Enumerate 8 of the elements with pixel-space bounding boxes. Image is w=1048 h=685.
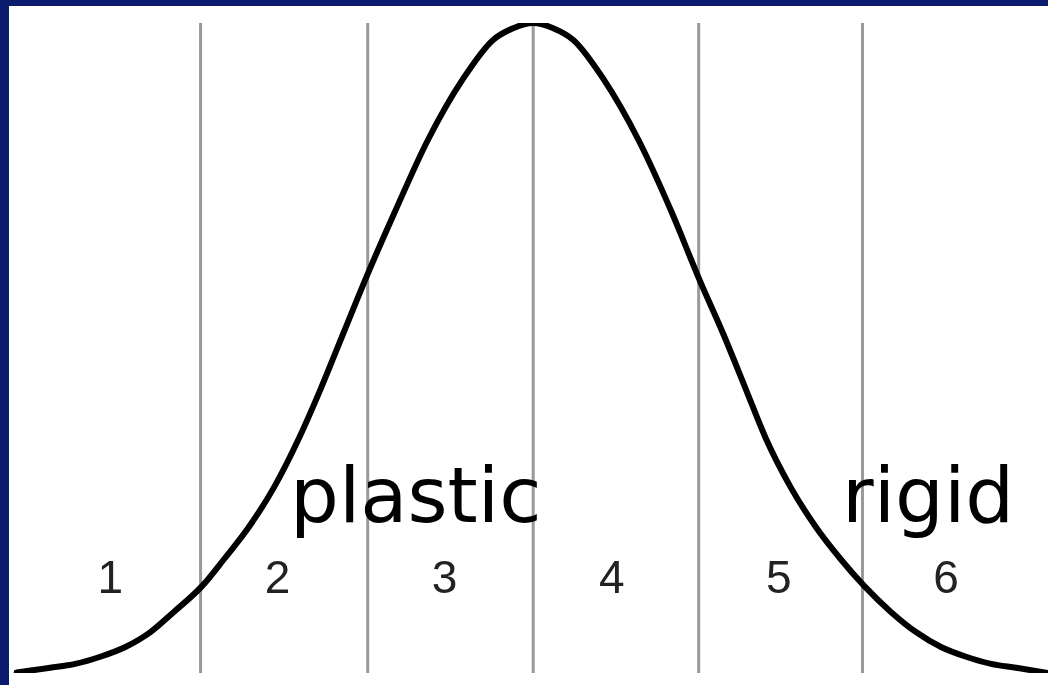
x-tick-label: 3 bbox=[431, 551, 458, 603]
x-tick-label: 6 bbox=[933, 551, 959, 603]
x-tick-label: 5 bbox=[766, 551, 792, 603]
x-tick-label: 4 bbox=[598, 551, 625, 603]
annotation: rigid bbox=[842, 451, 1015, 540]
x-tick-label: 2 bbox=[264, 551, 291, 603]
annotation: plastic bbox=[290, 451, 542, 540]
x-tick-label: 1 bbox=[97, 551, 124, 603]
